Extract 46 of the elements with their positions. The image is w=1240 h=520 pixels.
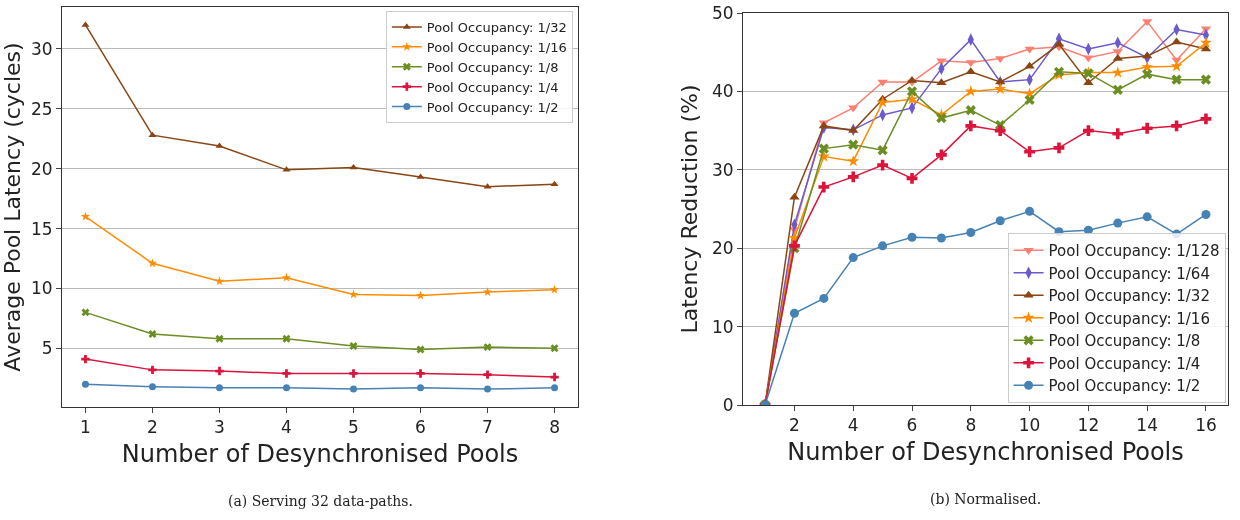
- legend-label: Pool Occupancy: 1/64: [1048, 264, 1210, 283]
- legend-label: Pool Occupancy: 1/4: [1048, 354, 1201, 373]
- y-axis-title: Average Pool Latency (cycles): [0, 42, 25, 372]
- y-tick-label: 10: [711, 316, 734, 337]
- x-tick-label: 5: [348, 417, 359, 438]
- legend-label: Pool Occupancy: 1/4: [426, 79, 559, 95]
- legend-label: Pool Occupancy: 1/128: [1048, 242, 1220, 261]
- legend-label: Pool Occupancy: 1/2: [1048, 377, 1201, 396]
- y-tick-label: 30: [711, 159, 734, 180]
- x-tick-label: 3: [214, 417, 225, 438]
- x-axis-title: Number of Desynchronised Pools: [787, 437, 1184, 466]
- x-tick-label: 2: [147, 417, 158, 438]
- x-tick-label: 14: [1136, 415, 1158, 436]
- y-axis-title: Latency Reduction (%): [676, 84, 702, 334]
- x-tick-label: 12: [1077, 415, 1100, 436]
- y-tick-label: 10: [30, 278, 53, 299]
- x-tick-label: 7: [482, 417, 493, 438]
- x-tick-label: 8: [965, 415, 977, 436]
- y-tick-label: 30: [30, 38, 53, 59]
- x-tick-label: 6: [906, 415, 918, 436]
- text: (a) Serving 32 data-paths.: [228, 493, 413, 509]
- x-axis-title: Number of Desynchronised Pools: [121, 439, 519, 468]
- x-tick-label: 4: [281, 417, 292, 438]
- x-tick-label: 8: [549, 417, 560, 438]
- x-tick-label: 2: [789, 415, 800, 436]
- x-tick-label: 1: [80, 417, 91, 438]
- legend-label: Pool Occupancy: 1/8: [426, 59, 559, 75]
- legend-label: Pool Occupancy: 1/8: [1048, 332, 1201, 351]
- text: (b) Normalised.: [930, 491, 1042, 507]
- y-tick-label: 20: [30, 158, 53, 179]
- y-tick-label: 5: [41, 338, 53, 359]
- y-tick-label: 15: [30, 218, 53, 239]
- legend-label: Pool Occupancy: 1/16: [426, 39, 567, 55]
- y-tick-label: 50: [711, 2, 734, 23]
- legend-label: Pool Occupancy: 1/32: [1048, 287, 1210, 306]
- x-tick-label: 10: [1018, 415, 1041, 436]
- legend-label: Pool Occupancy: 1/16: [1048, 309, 1210, 328]
- x-tick-label: 16: [1195, 415, 1217, 436]
- legend-label: Pool Occupancy: 1/2: [426, 99, 559, 115]
- legend-label: Pool Occupancy: 1/32: [426, 20, 567, 36]
- y-tick-label: 25: [30, 98, 53, 119]
- y-tick-label: 0: [722, 394, 734, 415]
- y-tick-label: 40: [711, 81, 734, 102]
- x-tick-label: 4: [847, 415, 859, 436]
- y-tick-label: 20: [711, 238, 734, 259]
- x-tick-label: 6: [415, 417, 426, 438]
